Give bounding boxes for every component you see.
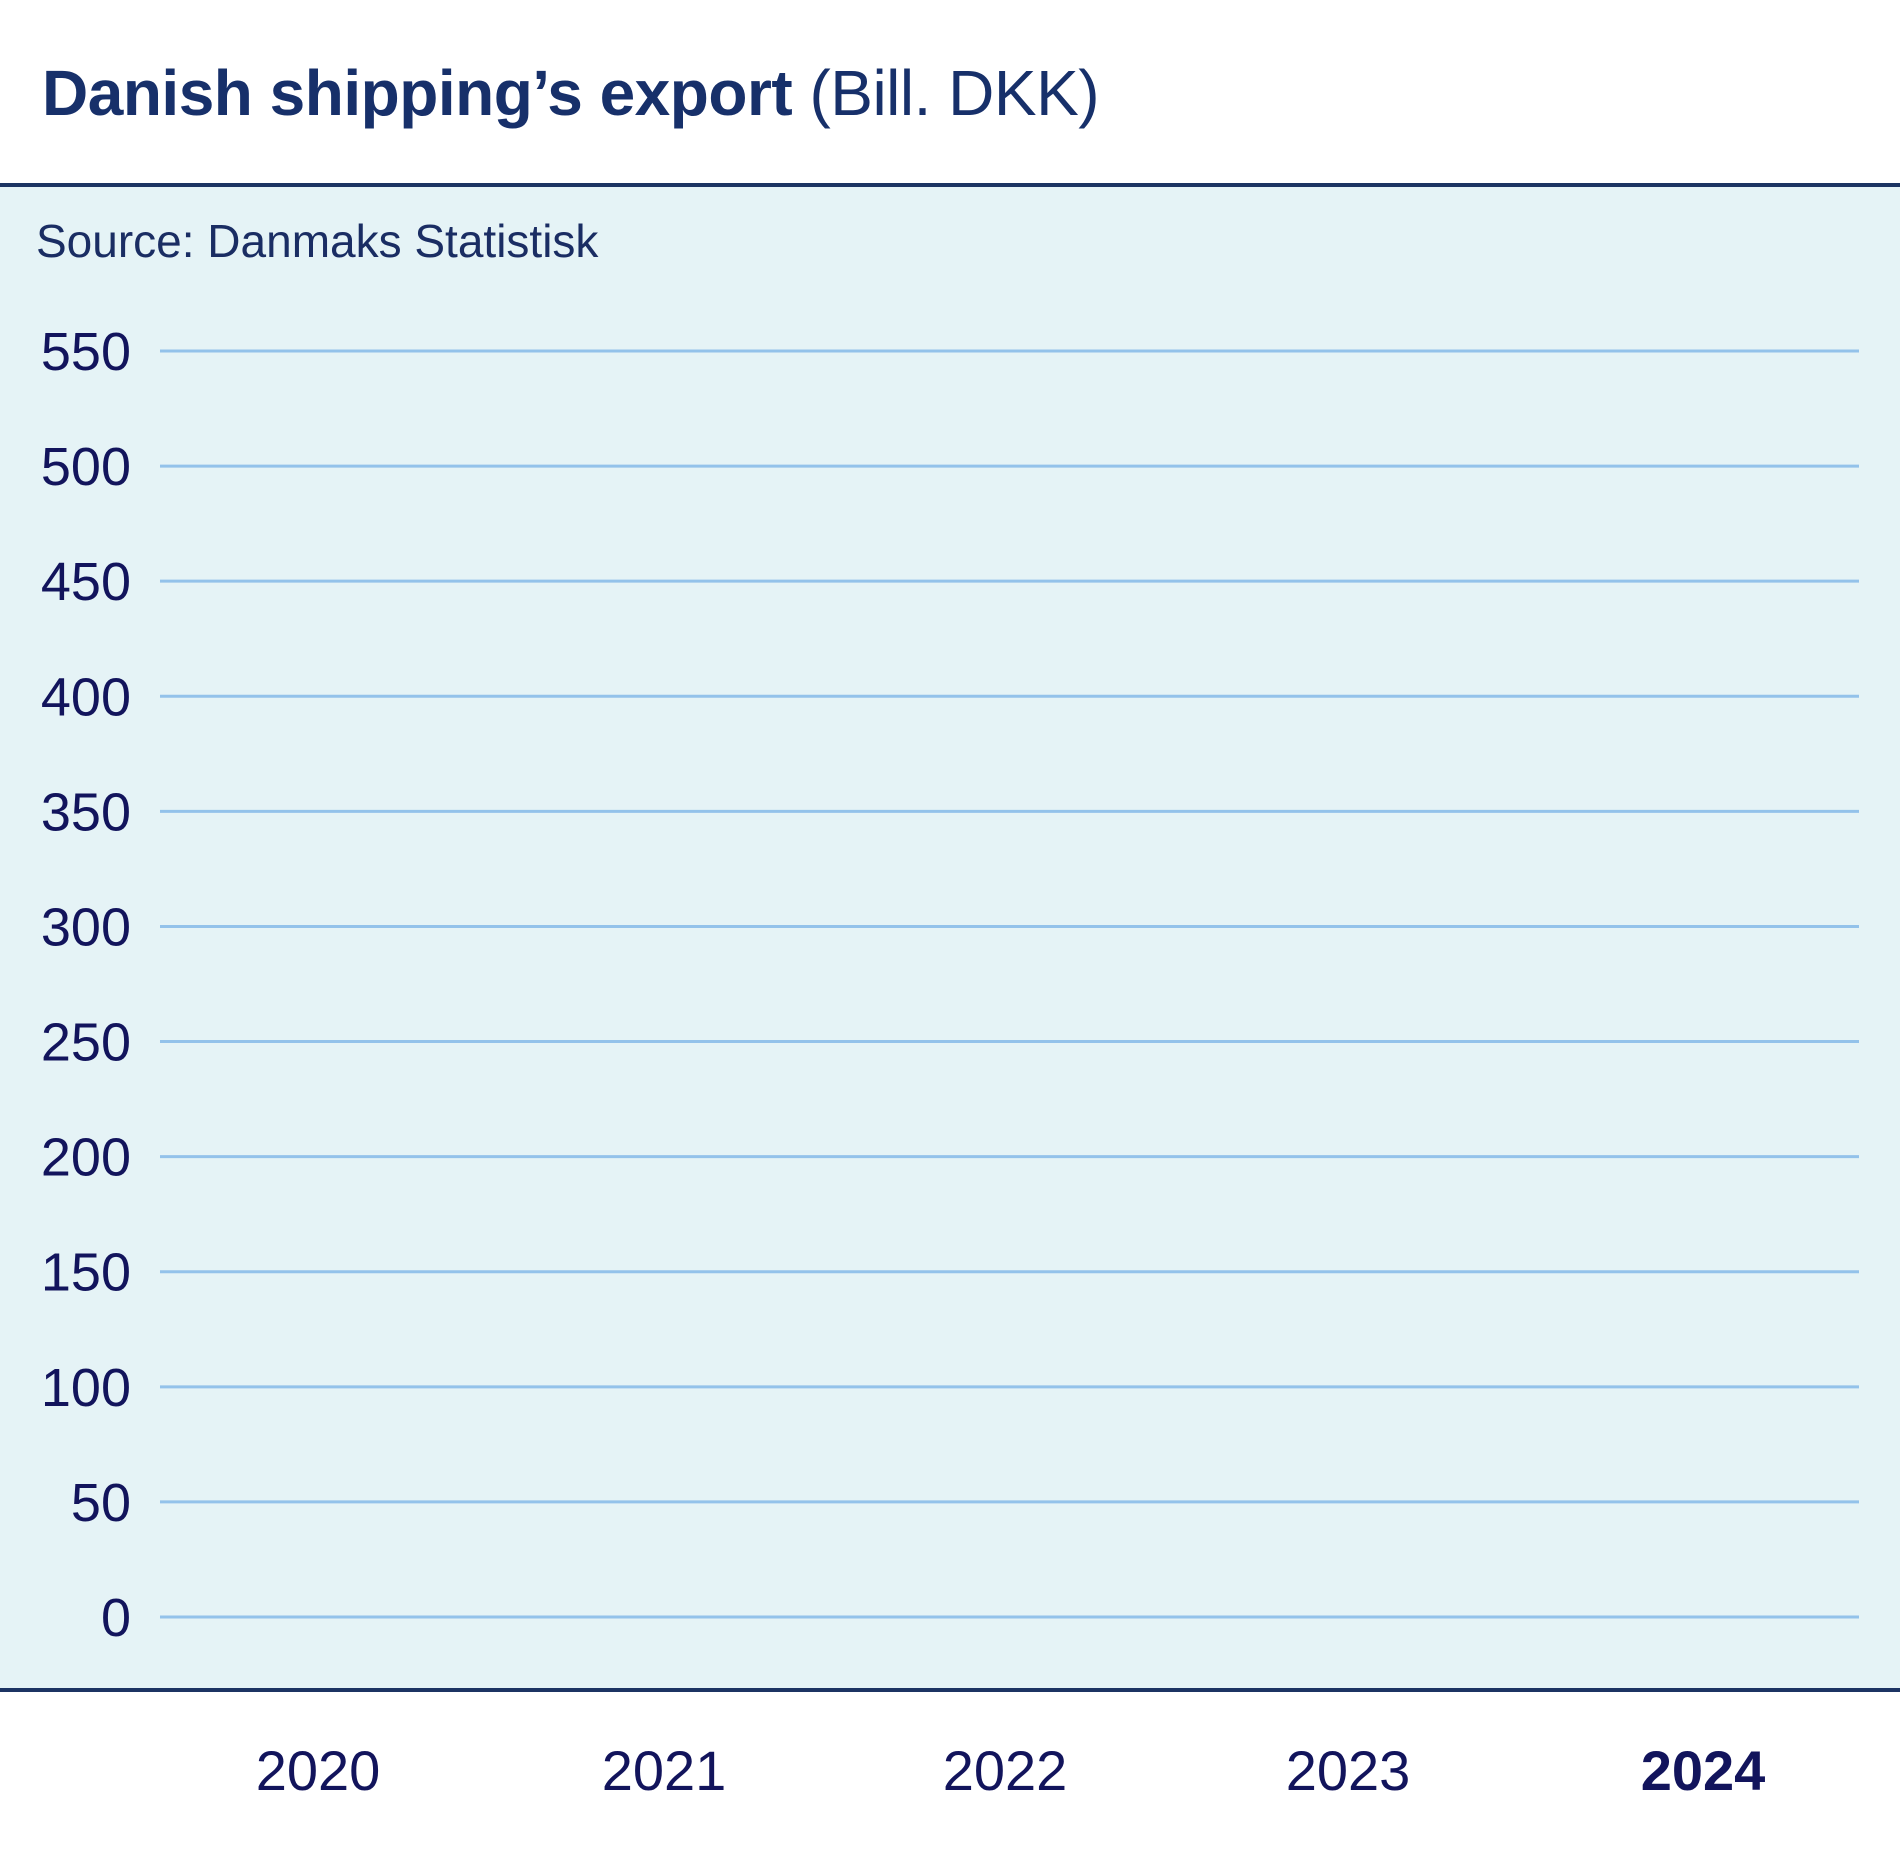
x-tick-label-2020: 2020 xyxy=(256,1739,381,1802)
chart-title: Danish shipping’s export (Bill. DKK) xyxy=(42,56,1100,130)
y-tick-label: 350 xyxy=(41,782,131,842)
bottom-rule xyxy=(0,1688,1900,1692)
y-tick-label: 300 xyxy=(41,897,131,957)
y-tick-label: 0 xyxy=(101,1588,131,1648)
y-tick-label: 50 xyxy=(71,1473,131,1533)
plot-panel xyxy=(0,184,1900,1690)
chart-title-unit: (Bill. DKK) xyxy=(809,57,1100,129)
x-tick-label-2023: 2023 xyxy=(1286,1739,1411,1802)
x-tick-label-2024: 2024 xyxy=(1641,1739,1766,1802)
y-tick-label: 200 xyxy=(41,1128,131,1188)
y-tick-label: 450 xyxy=(41,552,131,612)
y-tick-label: 250 xyxy=(41,1013,131,1073)
chart-title-main: Danish shipping’s export xyxy=(42,57,793,129)
y-tick-label: 100 xyxy=(41,1358,131,1418)
y-tick-label: 550 xyxy=(41,322,131,382)
x-tick-label-2021: 2021 xyxy=(602,1739,727,1802)
y-tick-label: 400 xyxy=(41,667,131,727)
y-tick-label: 150 xyxy=(41,1243,131,1303)
source-note: Source: Danmaks Statistisk xyxy=(36,215,599,267)
y-tick-label: 500 xyxy=(41,437,131,497)
x-tick-label-2022: 2022 xyxy=(943,1739,1068,1802)
top-rule xyxy=(0,183,1900,187)
